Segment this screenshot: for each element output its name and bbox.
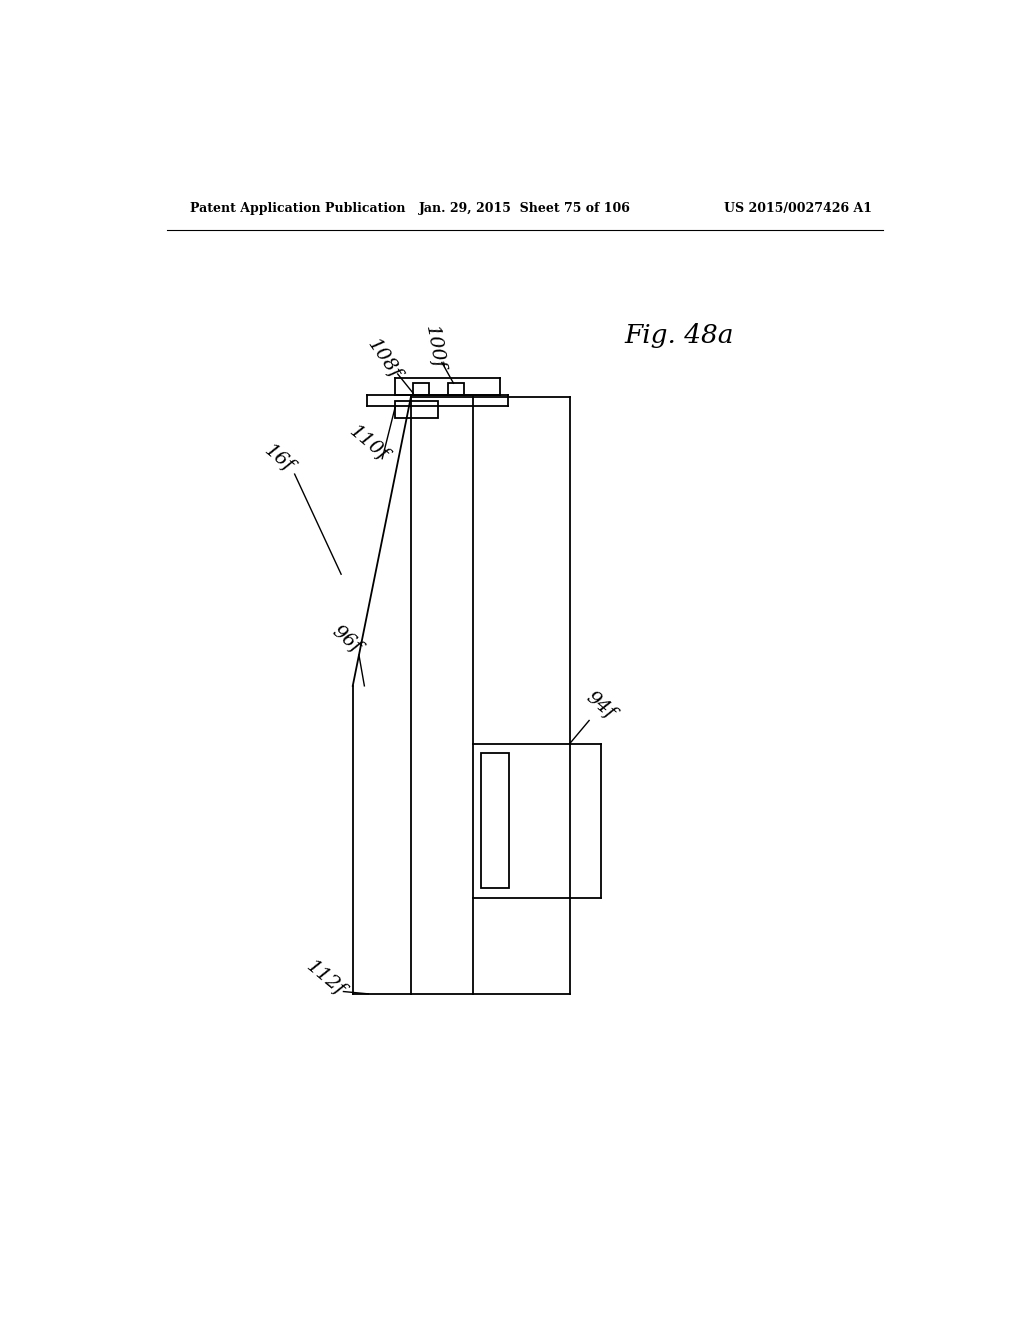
Bar <box>449 383 464 395</box>
Text: Patent Application Publication: Patent Application Publication <box>190 202 406 215</box>
Bar <box>414 383 429 395</box>
Text: 94f: 94f <box>583 688 618 722</box>
Text: Jan. 29, 2015  Sheet 75 of 106: Jan. 29, 2015 Sheet 75 of 106 <box>419 202 631 215</box>
Bar <box>480 752 509 888</box>
Text: 96f: 96f <box>329 623 365 657</box>
Text: 112f: 112f <box>303 957 348 999</box>
Text: Fig. 48a: Fig. 48a <box>624 323 733 348</box>
Bar <box>395 401 438 418</box>
Text: 110f: 110f <box>345 422 391 465</box>
Text: US 2015/0027426 A1: US 2015/0027426 A1 <box>724 202 872 215</box>
Text: 100f: 100f <box>422 323 446 371</box>
Text: 16f: 16f <box>261 441 297 477</box>
Text: 108f: 108f <box>364 335 403 381</box>
